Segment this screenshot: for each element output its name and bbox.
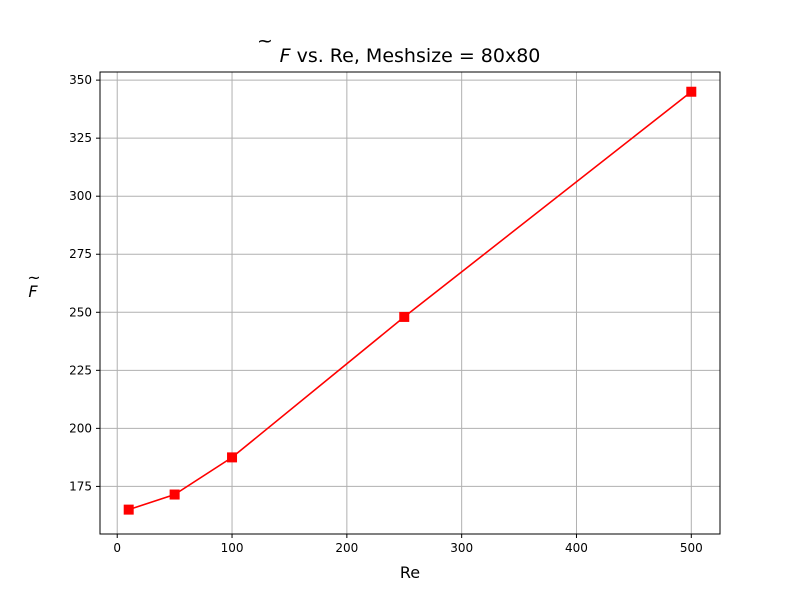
x-tick-label: 0	[113, 541, 121, 555]
y-tick-label: 250	[69, 305, 92, 319]
data-point-marker	[169, 489, 180, 500]
y-axis: 175 200 225 250 275 300 325 350	[69, 73, 100, 493]
y-tick-label: 350	[69, 73, 92, 87]
data-point-marker	[399, 311, 410, 322]
plot-frame	[99, 71, 721, 535]
y-tick-label: 200	[69, 421, 92, 435]
x-axis: 0 100 200 300 400 500	[113, 534, 703, 555]
y-axis-label-tilde: ~	[27, 268, 40, 287]
title-text: vs. Re, Meshsize = 80x80	[291, 45, 541, 67]
x-tick-label: 100	[221, 541, 244, 555]
x-tick-label: 400	[565, 541, 588, 555]
x-axis-label: Re	[400, 563, 420, 582]
x-tick-label: 500	[680, 541, 703, 555]
y-tick-label: 275	[69, 247, 92, 261]
y-axis-label: F	[28, 282, 38, 301]
y-tick-label: 175	[69, 479, 92, 493]
y-tick-label: 300	[69, 189, 92, 203]
x-tick-label: 200	[335, 541, 358, 555]
title-tilde: ~	[257, 30, 273, 52]
series-line	[128, 91, 692, 511]
y-tick-label: 325	[69, 131, 92, 145]
x-tick-label: 300	[450, 541, 473, 555]
title-symbol: F	[280, 45, 292, 67]
data-point-marker	[227, 452, 238, 463]
data-point-marker	[123, 504, 134, 515]
data-point-marker	[686, 86, 697, 97]
y-tick-label: 225	[69, 363, 92, 377]
plot-area	[123, 86, 697, 515]
chart-title: F vs. Re, Meshsize = 80x80	[280, 45, 541, 67]
